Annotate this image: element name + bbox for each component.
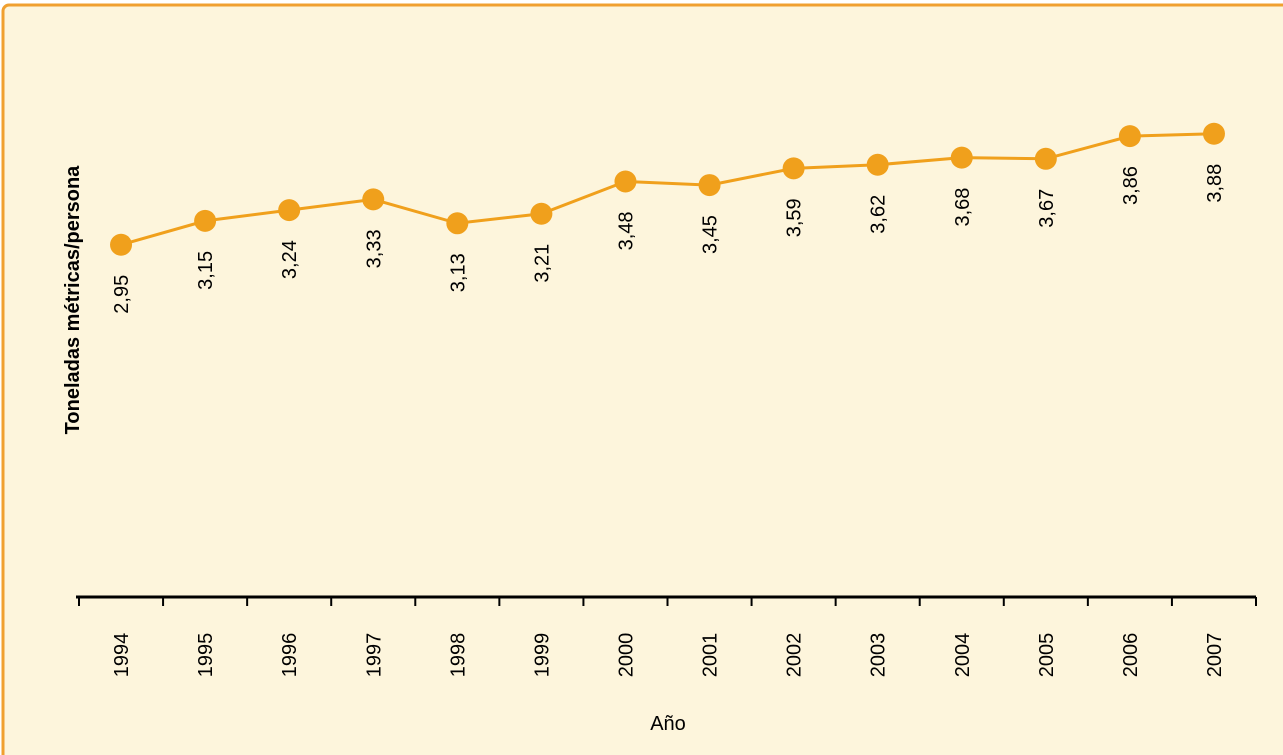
point [110, 233, 133, 256]
x-tick-label: 2003 [868, 633, 890, 678]
x-tick-label: 2007 [1204, 633, 1226, 678]
x-tick-label: 2006 [1120, 633, 1142, 678]
x-tick-label: 2002 [784, 633, 806, 678]
data-label: 3,68 [952, 188, 974, 227]
point [866, 153, 889, 176]
data-label: 3,24 [279, 240, 301, 279]
data-label: 3,15 [195, 251, 217, 290]
x-tick-label: 2000 [615, 633, 637, 678]
data-label: 3,67 [1036, 189, 1058, 228]
chart-frame [1, 3, 1283, 755]
point [446, 212, 469, 235]
x-tick-label: 2005 [1036, 633, 1058, 678]
x-tick-label: 2001 [700, 633, 722, 678]
x-tick-label: 2004 [952, 633, 974, 678]
point [278, 199, 301, 222]
point [698, 174, 721, 197]
point [950, 146, 973, 169]
line [120, 132, 1215, 247]
x-tick-label: 1997 [363, 633, 385, 678]
point [1202, 122, 1225, 145]
point [530, 202, 553, 225]
data-label: 2,95 [111, 275, 133, 314]
x-tick-label: 1995 [195, 633, 217, 678]
data-label: 3,13 [447, 253, 469, 292]
data-label: 3,21 [531, 244, 553, 283]
data-label: 3,88 [1204, 164, 1226, 203]
x-tick-label: 1994 [111, 633, 133, 678]
point [194, 209, 217, 232]
data-label: 3,48 [615, 211, 637, 250]
x-tick-label: 1996 [279, 633, 301, 678]
point [782, 157, 805, 180]
y-axis-title: Toneladas métricas/persona [62, 165, 84, 435]
point [1118, 125, 1141, 148]
point [614, 170, 637, 193]
x-tick-label: 1999 [531, 633, 553, 678]
x-tick-label: 1998 [447, 633, 469, 678]
data-label: 3,45 [700, 215, 722, 254]
point [362, 188, 385, 211]
x-axis-title: Año [650, 713, 686, 735]
data-label: 3,86 [1120, 166, 1142, 205]
data-label: 3,59 [784, 198, 806, 237]
data-label: 3,62 [868, 195, 890, 234]
data-label: 3,33 [363, 229, 385, 268]
point [1034, 147, 1057, 170]
